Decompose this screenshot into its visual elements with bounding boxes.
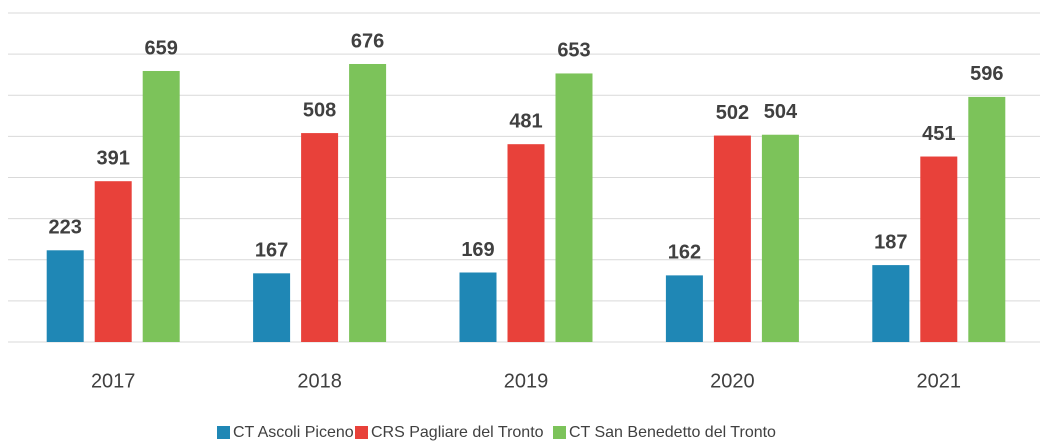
value-label: 391 [97,147,130,169]
x-tick-label: 2017 [91,370,136,392]
bar [507,144,545,342]
x-tick-label: 2021 [917,370,962,392]
legend-label: CT San Benedetto del Tronto [569,424,776,441]
bar [459,272,497,342]
value-label: 659 [145,37,178,59]
value-label: 187 [874,231,907,253]
bar [713,135,751,342]
legend-swatch [217,426,230,439]
bar [968,96,1006,343]
value-label: 504 [764,101,798,123]
bar [761,134,799,342]
value-label: 167 [255,240,288,262]
bar [555,73,593,343]
value-label: 481 [509,110,542,132]
legend-swatch [355,426,368,439]
bar [349,63,387,343]
value-label: 653 [557,40,590,62]
value-label: 596 [970,63,1003,85]
x-tick-label: 2018 [297,370,342,392]
bar [872,265,910,342]
legend-swatch [553,426,566,439]
value-label: 169 [461,239,494,261]
bar [46,250,84,342]
bar [94,181,132,342]
x-tick-label: 2019 [504,370,549,392]
x-tick-label: 2020 [710,370,755,392]
value-label: 451 [922,123,955,145]
bar [142,70,180,342]
bar [665,275,703,342]
value-label: 508 [303,99,336,121]
bar [253,273,291,342]
bar [920,156,958,342]
value-label: 162 [668,242,701,264]
value-label: 223 [49,217,82,239]
bar [301,133,339,342]
legend-label: CRS Pagliare del Tronto [371,424,544,441]
value-label: 502 [716,102,749,124]
value-label: 676 [351,30,384,52]
legend-label: CT Ascoli Piceno [233,424,354,441]
